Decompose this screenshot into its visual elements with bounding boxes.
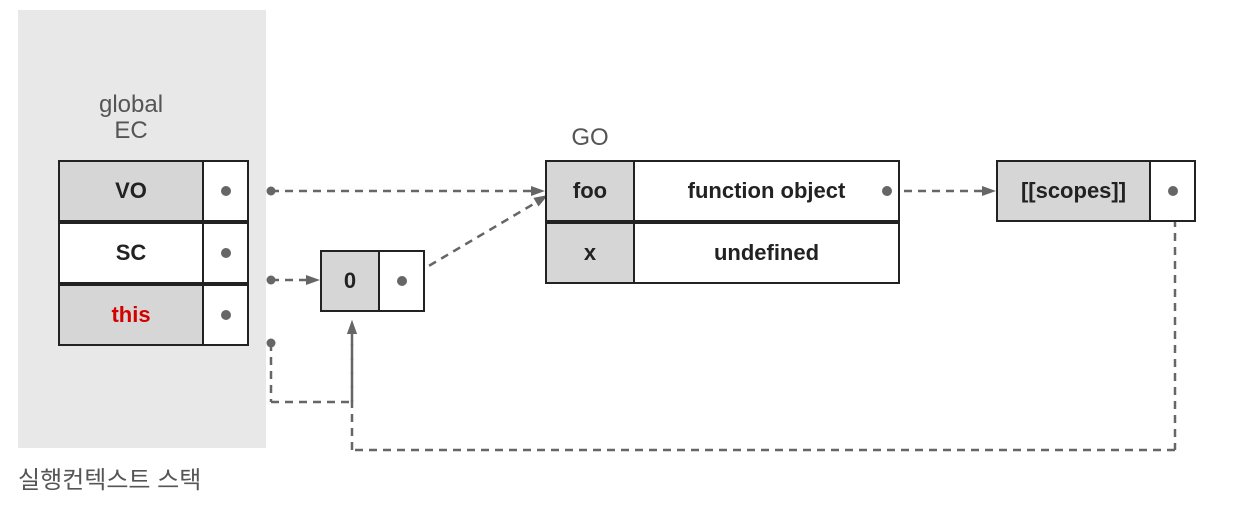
pointer-dot (221, 310, 231, 320)
pointer-dot (221, 186, 231, 196)
ec-ptr-vo (202, 160, 249, 222)
scope-list-index: 0 (320, 250, 380, 312)
ec-ptr-this (202, 284, 249, 346)
global-ec-title: global EC (58, 92, 204, 145)
ec-ptr-sc (202, 222, 249, 284)
pointer-dot (1168, 186, 1178, 196)
ec-key-vo: VO (58, 160, 204, 222)
pointer-dot (397, 276, 407, 286)
scope-list-ptr (378, 250, 425, 312)
go-title: GO (545, 124, 635, 152)
ec-key-this: this (58, 284, 204, 346)
stack-caption: 실행컨텍스트 스택 (18, 460, 278, 495)
go-val-x: undefined (633, 222, 900, 284)
global-ec-title-line1: global (58, 92, 204, 118)
pointer-dot (882, 186, 892, 196)
go-key-x: x (545, 222, 635, 284)
scopes-key: [[scopes]] (996, 160, 1151, 222)
global-ec-title-line2: EC (58, 118, 204, 144)
scopes-ptr (1149, 160, 1196, 222)
pointer-dot (221, 248, 231, 258)
go-key-foo: foo (545, 160, 635, 222)
ec-key-sc: SC (58, 222, 204, 284)
go-val-foo: function object (633, 160, 900, 222)
